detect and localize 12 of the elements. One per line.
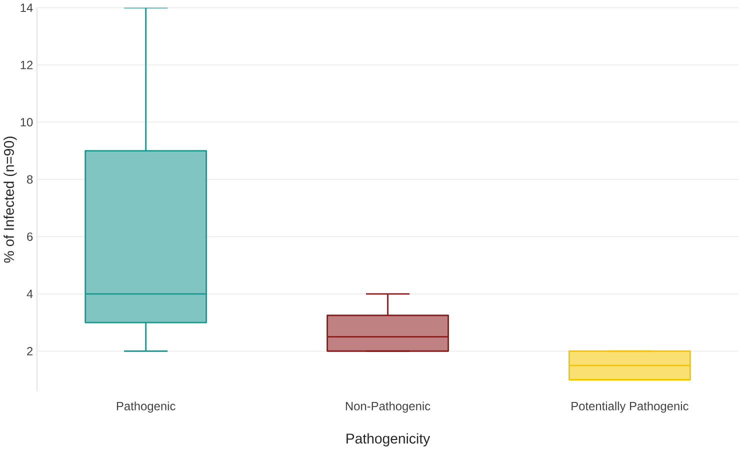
y-tick-label: 4 bbox=[26, 290, 33, 298]
x-tick-label: Pathogenic bbox=[116, 402, 176, 413]
y-tick-label: 2 bbox=[27, 346, 33, 356]
x-tick-label: Potentially Pathogenic bbox=[572, 402, 688, 413]
y-tick-label: 10 bbox=[20, 118, 33, 126]
x-axis-title: Pathogenicity bbox=[346, 433, 430, 446]
y-axis-title: % of Infected (n=90) bbox=[4, 136, 17, 263]
y-tick-label: 14 bbox=[20, 4, 33, 12]
x-tick-label: Non-Pathogenic bbox=[346, 402, 430, 413]
y-tick-label: 6 bbox=[27, 232, 33, 241]
y-tick-label: 12 bbox=[20, 60, 33, 70]
y-tick-label: 8 bbox=[27, 175, 33, 184]
